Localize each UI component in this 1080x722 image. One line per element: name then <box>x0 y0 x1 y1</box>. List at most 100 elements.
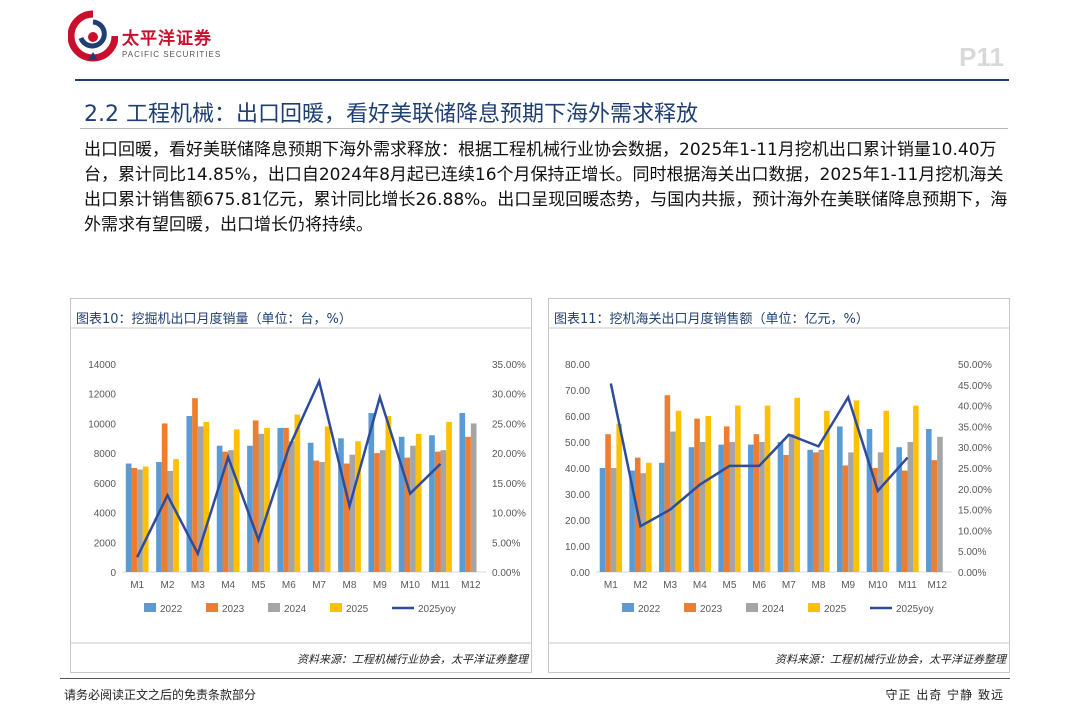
bar-2023 <box>664 395 671 572</box>
bar-2025 <box>675 410 682 572</box>
x-tick-label: M10 <box>400 580 420 591</box>
x-tick-label: M1 <box>604 580 618 591</box>
x-tick-label: M12 <box>927 580 947 591</box>
y-left-tick-label: 14000 <box>88 360 116 371</box>
bar-2023 <box>842 465 849 572</box>
y-left-tick-label: 4000 <box>94 509 117 520</box>
bar-2022 <box>459 413 466 572</box>
line-2025yoy <box>136 377 442 558</box>
x-tick-label: M7 <box>782 580 796 591</box>
bar-2023 <box>465 436 471 572</box>
bar-2024 <box>258 433 265 572</box>
bar-2024 <box>288 441 295 572</box>
bar-2024 <box>699 442 706 572</box>
bar-2023 <box>872 468 878 572</box>
y-right-tick-label: 20.00% <box>492 449 526 460</box>
bar-2025 <box>764 405 771 572</box>
line-2025yoy <box>609 383 909 529</box>
bar-2022 <box>277 427 284 572</box>
bar-2025 <box>264 427 270 572</box>
chart-source: 资料来源：工程机械行业协会，太平洋证券整理 <box>297 653 528 666</box>
bar-2023 <box>343 463 350 572</box>
bar-2022 <box>599 468 606 572</box>
y-left-tick-label: 30.00 <box>565 490 590 501</box>
legend-swatch-2022 <box>622 603 634 612</box>
bar-2022 <box>777 442 784 572</box>
x-tick-label: M6 <box>282 580 296 591</box>
chart-frame <box>70 298 532 673</box>
chart-frame <box>548 298 1010 673</box>
bar-2023 <box>434 451 441 572</box>
y-right-tick-label: 25.00% <box>958 464 992 475</box>
bar-2023 <box>812 452 819 572</box>
bar-2025 <box>233 429 240 572</box>
y-right-tick-label: 20.00% <box>958 485 992 496</box>
y-right-tick-label: 0.00% <box>492 568 520 579</box>
bar-2024 <box>137 469 143 572</box>
bar-2025 <box>705 416 711 572</box>
x-tick-label: M7 <box>312 580 326 591</box>
section-title: 2.2 工程机械：出口回暖，看好美联储降息预期下海外需求释放 <box>84 102 698 127</box>
bar-2023 <box>374 453 380 572</box>
bar-2024 <box>440 450 447 572</box>
bar-2022 <box>125 463 132 572</box>
bar-2022 <box>247 445 253 572</box>
y-left-tick-label: 10.00 <box>565 542 590 553</box>
bar-2025 <box>446 421 452 572</box>
bar-2024 <box>818 449 825 572</box>
logo-name-cn: 太平洋证券 <box>122 29 212 49</box>
x-tick-label: M8 <box>343 580 357 591</box>
x-tick-label: M3 <box>663 580 677 591</box>
bar-2022 <box>186 416 193 572</box>
x-tick-label: M12 <box>461 580 481 591</box>
page-number: P11 <box>959 42 1004 72</box>
logo-emblem-icon <box>68 10 118 62</box>
bar-2022 <box>807 449 813 572</box>
y-left-tick-label: 70.00 <box>565 386 590 397</box>
bar-2023 <box>161 423 168 572</box>
bar-2022 <box>866 429 873 572</box>
y-left-tick-label: 6000 <box>94 479 117 490</box>
bar-2025 <box>853 400 860 572</box>
x-tick-label: M11 <box>431 580 450 591</box>
bar-2024 <box>729 442 736 572</box>
bar-2025 <box>735 405 741 572</box>
y-right-tick-label: 0.00% <box>958 568 986 579</box>
y-right-tick-label: 35.00% <box>958 422 992 433</box>
y-left-tick-label: 80.00 <box>565 360 590 371</box>
legend-label: 2024 <box>284 604 307 615</box>
legend-label: 2025 <box>346 604 369 615</box>
bar-2022 <box>718 444 724 572</box>
x-tick-label: M9 <box>841 580 855 591</box>
y-right-tick-label: 5.00% <box>492 538 520 549</box>
legend-swatch-2024 <box>746 603 758 612</box>
legend-label: 2025yoy <box>896 604 934 615</box>
x-tick-label: M9 <box>373 580 387 591</box>
bar-2023 <box>222 451 229 572</box>
bar-2022 <box>748 444 754 572</box>
legend-swatch-2025 <box>808 603 820 612</box>
x-tick-label: M2 <box>161 580 175 591</box>
bar-2022 <box>837 426 843 572</box>
logo-name-en: PACIFIC SECURITIES <box>122 50 222 59</box>
bar-2023 <box>901 470 908 572</box>
y-left-tick-label: 40.00 <box>565 464 590 475</box>
bar-2022 <box>398 436 405 572</box>
y-left-tick-label: 50.00 <box>565 438 590 449</box>
chart-title: 图表11：挖机海关出口月度销售额（单位：亿元，%） <box>554 312 869 327</box>
company-logo: 太平洋证券 PACIFIC SECURITIES <box>68 10 222 70</box>
footer-motto: 守正 出奇 宁静 致远 <box>885 688 1004 702</box>
legend-label: 2022 <box>638 604 661 615</box>
y-right-tick-label: 25.00% <box>492 419 526 430</box>
y-left-tick-label: 0.00 <box>571 568 591 579</box>
y-right-tick-label: 10.00% <box>492 509 526 520</box>
y-right-tick-label: 50.00% <box>958 360 992 371</box>
x-tick-label: M8 <box>812 580 826 591</box>
bar-2022 <box>629 470 635 572</box>
bar-2023 <box>131 468 138 572</box>
x-tick-label: M11 <box>898 580 917 591</box>
y-left-tick-label: 12000 <box>88 390 116 401</box>
bar-2023 <box>723 426 730 572</box>
x-tick-label: M2 <box>634 580 648 591</box>
legend-label: 2025 <box>824 604 847 615</box>
